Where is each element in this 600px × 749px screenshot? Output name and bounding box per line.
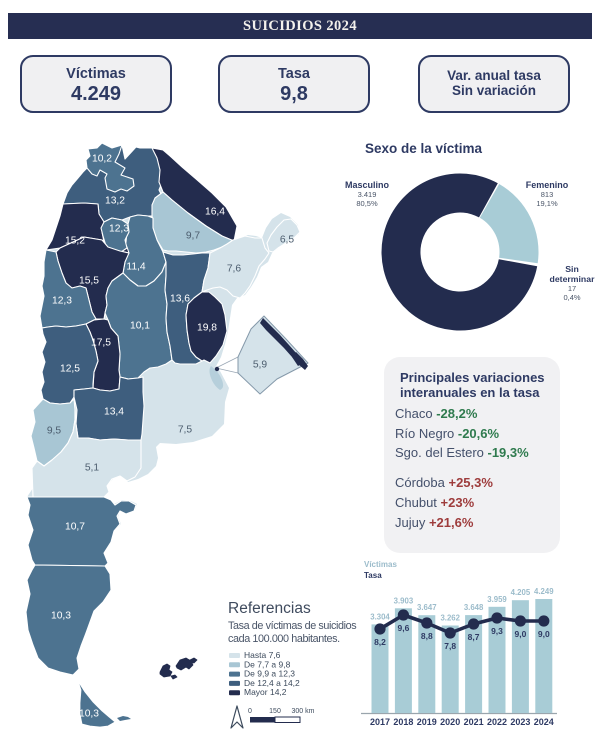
- svg-text:2019: 2019: [417, 717, 437, 727]
- svg-text:3.419: 3.419: [358, 190, 377, 199]
- svg-text:2024: 2024: [534, 717, 554, 727]
- svg-text:Sin: Sin: [565, 264, 579, 274]
- svg-text:3.903: 3.903: [394, 596, 414, 605]
- svg-text:12,3: 12,3: [109, 224, 129, 235]
- svg-text:4.249: 4.249: [534, 587, 554, 596]
- svg-text:9,3: 9,3: [491, 626, 503, 636]
- svg-text:17,5: 17,5: [91, 338, 111, 349]
- svg-text:4.205: 4.205: [511, 588, 531, 597]
- svg-text:9,0: 9,0: [514, 629, 526, 639]
- svg-text:Masculino: Masculino: [345, 180, 390, 190]
- svg-text:Tasa: Tasa: [364, 571, 382, 580]
- svg-text:300 km: 300 km: [292, 708, 315, 715]
- svg-text:2021: 2021: [464, 717, 484, 727]
- svg-text:7,5: 7,5: [178, 425, 193, 436]
- svg-text:12,5: 12,5: [60, 364, 80, 375]
- svg-text:9,6: 9,6: [397, 623, 409, 633]
- svg-text:16,4: 16,4: [205, 207, 225, 218]
- svg-text:De 12,4 a 14,2: De 12,4 a 14,2: [244, 678, 300, 688]
- svg-text:determinar: determinar: [550, 274, 596, 284]
- svg-text:19,8: 19,8: [197, 323, 217, 334]
- svg-text:10,3: 10,3: [51, 611, 71, 622]
- svg-text:7,6: 7,6: [227, 264, 242, 275]
- svg-text:2020: 2020: [440, 717, 460, 727]
- svg-text:12,3: 12,3: [52, 296, 72, 307]
- svg-text:10,3: 10,3: [79, 709, 99, 720]
- svg-text:De 9,9 a 12,3: De 9,9 a 12,3: [244, 669, 295, 679]
- svg-text:2018: 2018: [393, 717, 413, 727]
- svg-text:17: 17: [568, 284, 576, 293]
- svg-text:6,5: 6,5: [280, 235, 295, 246]
- svg-text:3.304: 3.304: [370, 612, 390, 621]
- svg-text:15,5: 15,5: [79, 276, 99, 287]
- svg-text:15,2: 15,2: [65, 236, 85, 247]
- svg-text:19,1%: 19,1%: [536, 199, 558, 208]
- svg-text:2017: 2017: [370, 717, 390, 727]
- svg-text:3.959: 3.959: [487, 595, 507, 604]
- svg-text:De 7,7 a 9,8: De 7,7 a 9,8: [244, 659, 291, 669]
- svg-text:0: 0: [248, 708, 252, 715]
- svg-text:5,9: 5,9: [253, 360, 268, 371]
- svg-text:9,7: 9,7: [186, 231, 201, 242]
- svg-text:9,5: 9,5: [47, 426, 62, 437]
- svg-text:0,4%: 0,4%: [563, 293, 580, 302]
- svg-text:Mayor 14,2: Mayor 14,2: [244, 687, 287, 697]
- svg-text:13,2: 13,2: [105, 196, 125, 207]
- svg-text:3.648: 3.648: [464, 603, 484, 612]
- svg-text:80,5%: 80,5%: [356, 199, 378, 208]
- svg-text:813: 813: [541, 190, 554, 199]
- svg-text:Femenino: Femenino: [526, 180, 569, 190]
- svg-text:2023: 2023: [510, 717, 530, 727]
- svg-text:10,7: 10,7: [65, 522, 85, 533]
- svg-text:13,4: 13,4: [104, 407, 124, 418]
- svg-text:11,4: 11,4: [126, 262, 146, 273]
- svg-text:5,1: 5,1: [85, 463, 100, 474]
- svg-text:8,7: 8,7: [468, 632, 480, 642]
- svg-text:10,1: 10,1: [130, 321, 150, 332]
- svg-text:2022: 2022: [487, 717, 507, 727]
- svg-text:Hasta 7,6: Hasta 7,6: [244, 650, 281, 660]
- svg-text:9,0: 9,0: [538, 629, 550, 639]
- svg-text:8,2: 8,2: [374, 637, 386, 647]
- svg-text:8,8: 8,8: [421, 631, 433, 641]
- svg-text:150: 150: [269, 708, 281, 715]
- svg-text:10,2: 10,2: [92, 154, 112, 165]
- svg-text:Víctimas: Víctimas: [364, 560, 397, 569]
- svg-text:7,8: 7,8: [444, 641, 456, 651]
- svg-text:3.262: 3.262: [440, 613, 460, 622]
- svg-text:13,6: 13,6: [170, 294, 190, 305]
- svg-text:3.647: 3.647: [417, 603, 437, 612]
